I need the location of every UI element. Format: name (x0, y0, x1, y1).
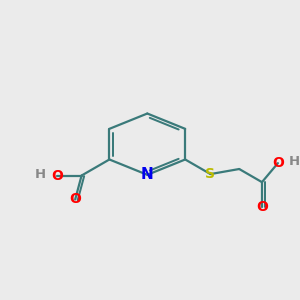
Text: N: N (141, 167, 154, 182)
Text: S: S (206, 167, 215, 181)
Text: O: O (69, 193, 81, 206)
Text: O: O (51, 169, 63, 182)
Text: H: H (35, 168, 46, 181)
Text: O: O (272, 156, 284, 170)
Text: H: H (288, 155, 299, 168)
Text: O: O (256, 200, 268, 214)
